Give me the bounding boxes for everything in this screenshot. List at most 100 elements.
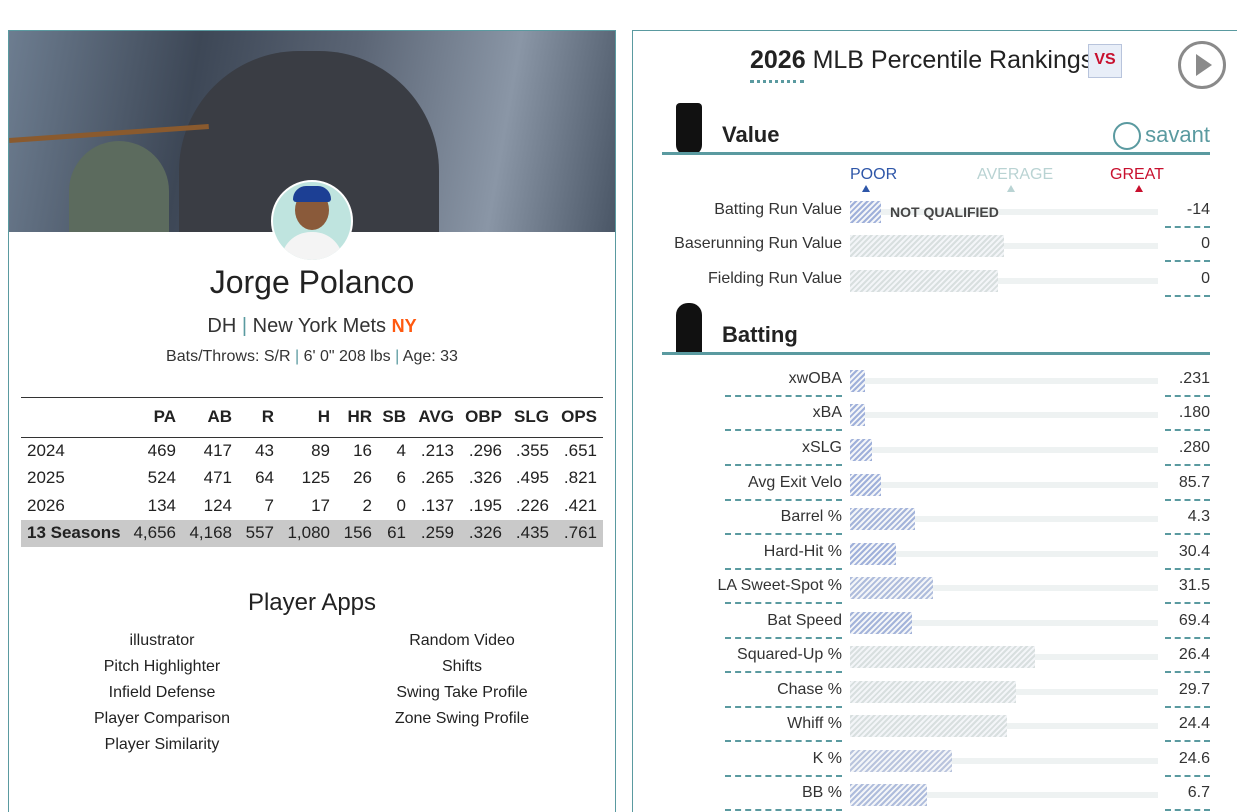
app-link[interactable]: Player Comparison (93, 710, 231, 727)
bats-throws: Bats/Throws: S/R (166, 348, 291, 365)
bar-note: NOT QUALIFIED (890, 204, 999, 220)
metric-value: -14 (1186, 201, 1210, 218)
stat-cell: 417 (203, 441, 232, 460)
app-link[interactable]: illustrator (129, 632, 195, 649)
metric-label: xSLG (801, 439, 842, 456)
metric-value: .231 (1178, 370, 1210, 387)
row-divider (725, 429, 842, 431)
legend-great: GREAT (1110, 166, 1164, 183)
row-divider (1165, 260, 1210, 262)
row-divider (1165, 706, 1210, 708)
metric-label: Hard-Hit % (763, 543, 842, 560)
stat-cell: 471 (203, 468, 232, 487)
stat-cell: 17 (311, 496, 330, 515)
row-divider (725, 499, 842, 501)
position: DH (207, 315, 237, 337)
bar-track (850, 792, 1158, 798)
row-label: 2024 (27, 441, 65, 460)
section-icon (676, 303, 702, 355)
row-divider (1165, 568, 1210, 570)
column-header: SB (382, 407, 406, 426)
row-divider (725, 464, 842, 466)
row-divider (725, 775, 842, 777)
app-link[interactable]: Random Video (409, 632, 515, 649)
metric-value: 6.7 (1187, 784, 1210, 801)
team: New York Mets (252, 315, 387, 337)
section-rule (662, 152, 1210, 155)
app-link[interactable]: Player Similarity (104, 736, 220, 753)
stat-cell: .651 (563, 441, 597, 460)
app-link[interactable]: Pitch Highlighter (103, 658, 221, 675)
legend-marker (862, 185, 870, 192)
play-button[interactable] (1178, 41, 1226, 89)
column-header: OPS (561, 407, 597, 426)
metric-label: Chase % (777, 681, 842, 698)
stat-cell: 0 (396, 496, 406, 515)
stat-cell: 134 (147, 496, 176, 515)
metric-label: BB % (801, 784, 842, 801)
row-divider (1165, 499, 1210, 501)
vs-icon[interactable]: VS (1088, 44, 1122, 78)
bar-track (850, 620, 1158, 626)
stat-cell: .137 (420, 496, 454, 515)
metric-value: 29.7 (1178, 681, 1210, 698)
metric-label: Whiff % (787, 715, 842, 732)
stat-cell: 124 (203, 496, 232, 515)
metric-label: Fielding Run Value (707, 270, 842, 287)
stat-cell: .355 (515, 441, 549, 460)
metric-value: 69.4 (1178, 612, 1210, 629)
brand: savant (1145, 122, 1210, 147)
stat-cell: 4,656 (133, 523, 176, 542)
stat-cell: .435 (515, 523, 549, 542)
stat-cell: 125 (301, 468, 330, 487)
stat-cell: .296 (468, 441, 502, 460)
metric-value: 4.3 (1187, 508, 1210, 525)
table-header-rule (21, 437, 603, 438)
metric-label: K % (812, 750, 842, 767)
player-name: Jorge Polanco (209, 264, 415, 300)
bar-track (850, 585, 1158, 591)
avatar (271, 180, 353, 262)
app-link[interactable]: Shifts (441, 658, 482, 675)
metric-value: 0 (1201, 235, 1210, 252)
app-link[interactable]: Zone Swing Profile (394, 710, 530, 727)
stat-cell: 26 (353, 468, 372, 487)
legend-marker (1135, 185, 1143, 192)
row-divider (1165, 637, 1210, 639)
percentile-bar (850, 235, 1004, 257)
stat-cell: 6 (396, 468, 406, 487)
stat-cell: 4,168 (189, 523, 232, 542)
row-label: 2026 (27, 496, 65, 515)
row-divider (725, 395, 842, 397)
stat-cell: .326 (468, 468, 502, 487)
stat-cell: 557 (245, 523, 274, 542)
app-link[interactable]: Infield Defense (108, 684, 216, 701)
row-divider (1165, 295, 1210, 297)
metric-value: 30.4 (1178, 543, 1210, 560)
row-divider (725, 602, 842, 604)
metric-value: 0 (1201, 270, 1210, 287)
column-header: H (317, 407, 330, 426)
row-divider (725, 671, 842, 673)
stat-cell: .226 (515, 496, 549, 515)
bar-track (850, 209, 1158, 215)
player-panel (8, 30, 616, 812)
table-top-rule (21, 397, 603, 398)
stat-cell: 64 (255, 468, 274, 487)
stat-cell: .495 (515, 468, 549, 487)
app-link[interactable]: Swing Take Profile (396, 684, 528, 701)
stat-cell: .259 (420, 523, 454, 542)
year-underline (750, 80, 804, 83)
metric-value: .180 (1178, 404, 1210, 421)
row-label: 2025 (27, 468, 65, 487)
row-divider (725, 706, 842, 708)
separator: | (241, 315, 248, 337)
row-divider (725, 637, 842, 639)
percentile-bar (850, 543, 897, 565)
stat-cell: 524 (147, 468, 176, 487)
metric-value: 24.6 (1178, 750, 1210, 767)
metric-value: 24.4 (1178, 715, 1210, 732)
team-logo: NY (391, 316, 417, 336)
savant-ball (1113, 122, 1141, 150)
career-row-bg (21, 520, 603, 547)
